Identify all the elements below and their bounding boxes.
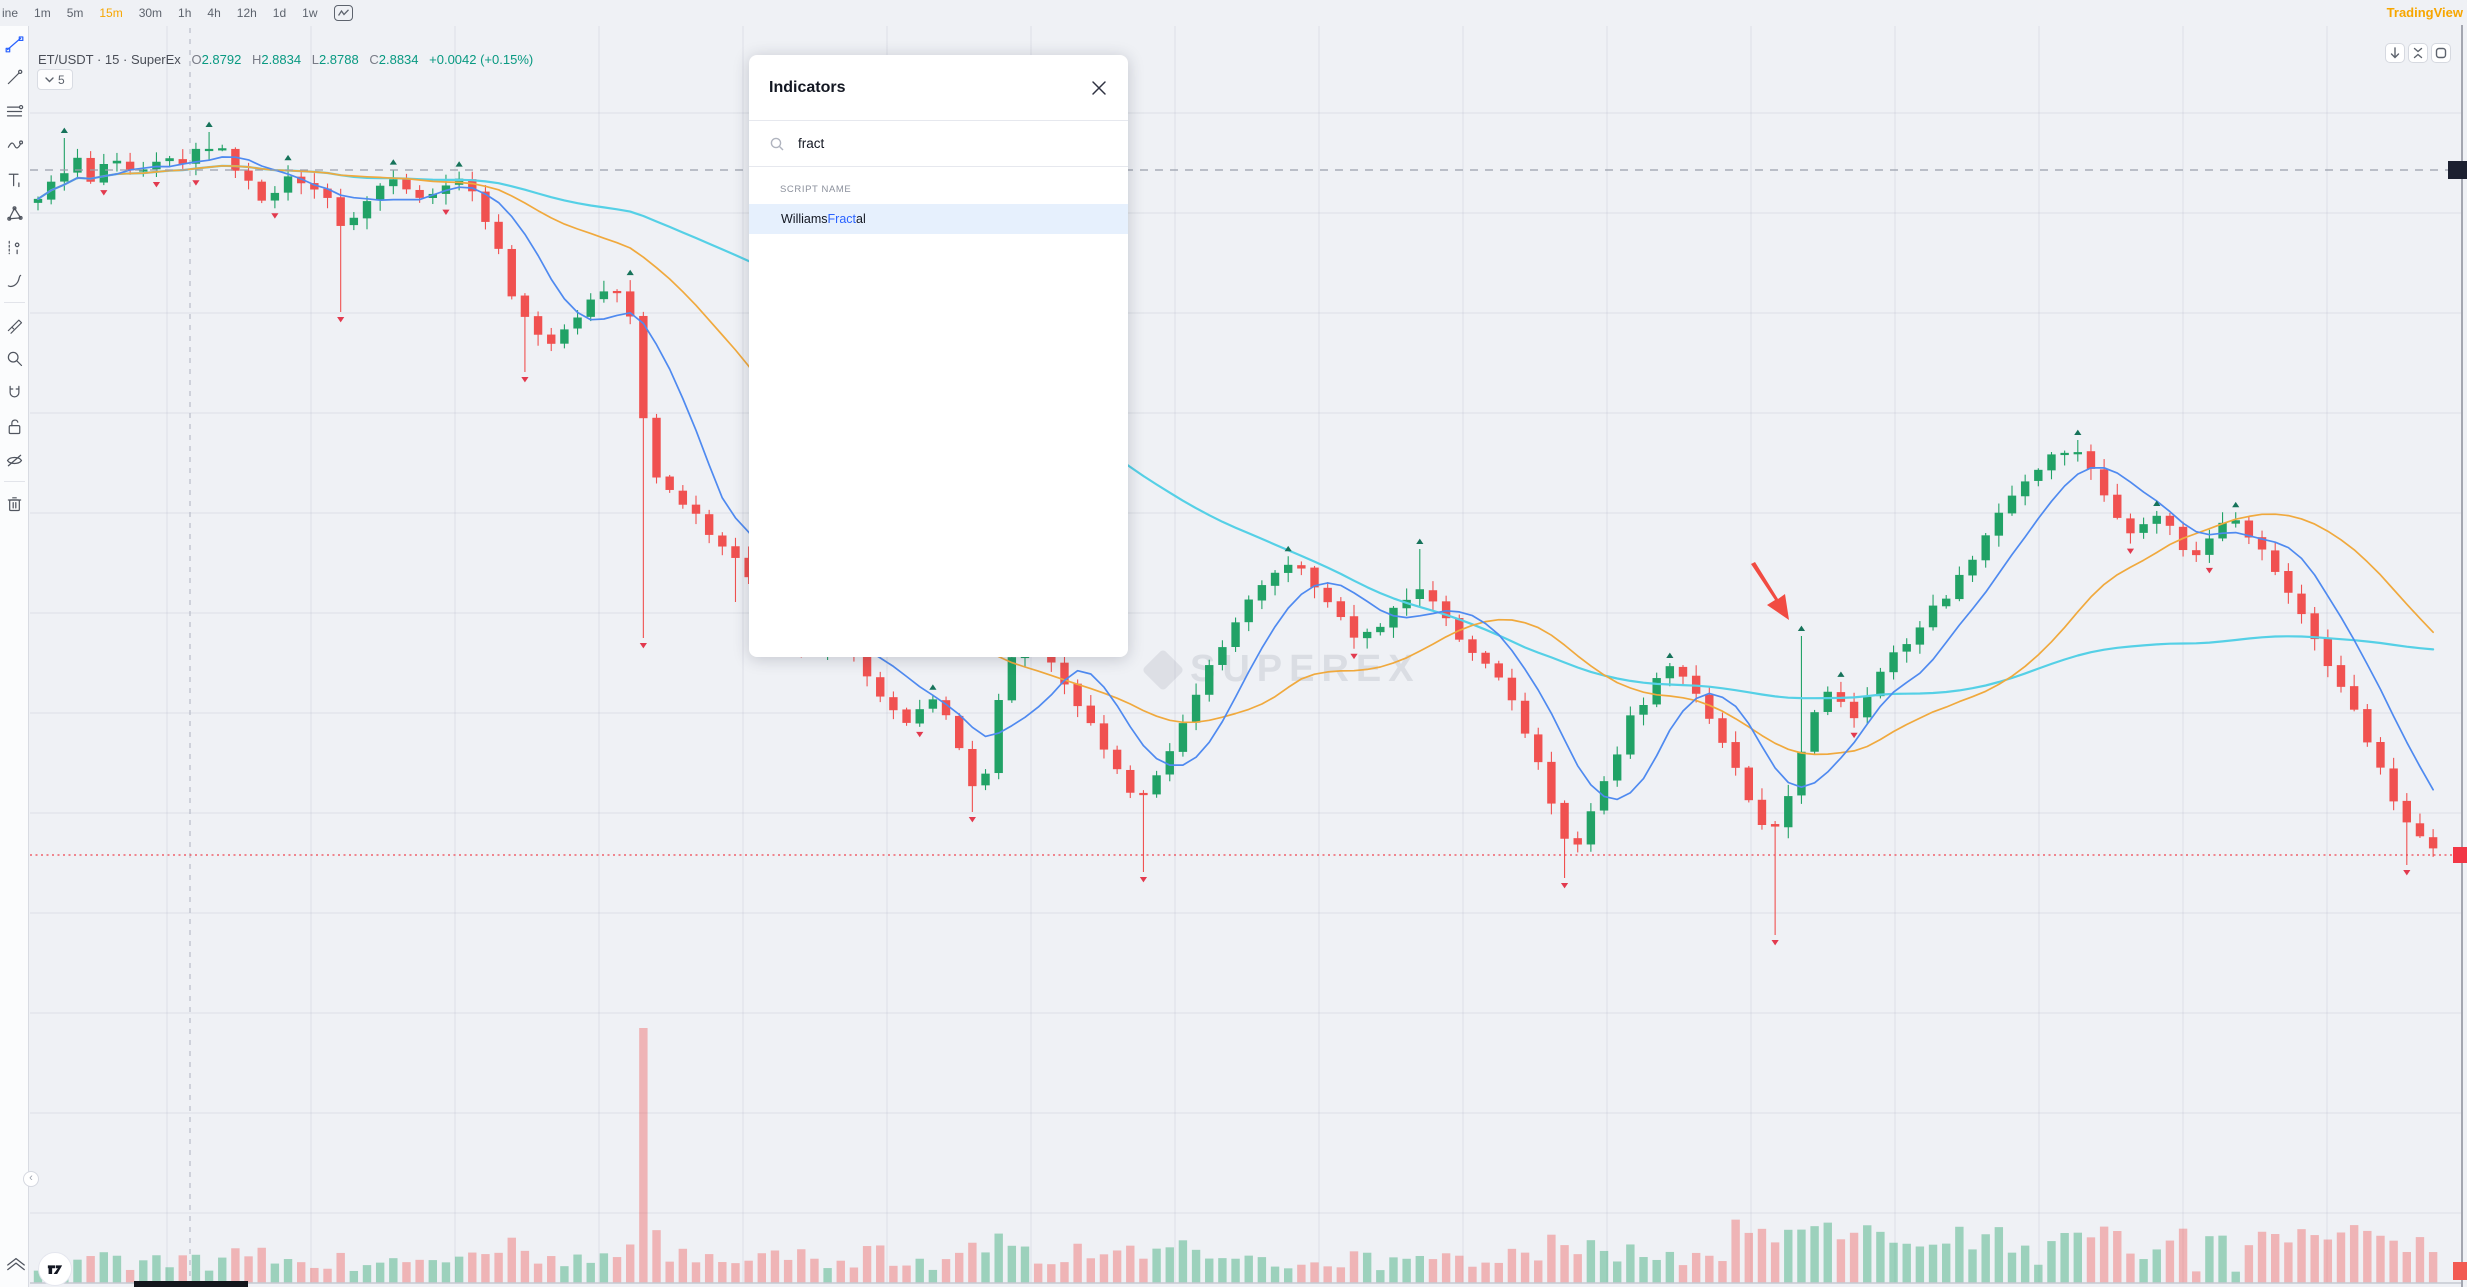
- crosshair-tool[interactable]: [0, 26, 29, 60]
- toolbar-separator: [3, 481, 25, 482]
- timeframe-1h[interactable]: 1h: [178, 6, 192, 20]
- tradingview-link[interactable]: TradingView: [2386, 5, 2463, 20]
- eye-off-tool[interactable]: [0, 443, 29, 477]
- chevron-down-icon: [45, 76, 54, 82]
- text-tool[interactable]: [0, 162, 29, 196]
- bottom-black-bar: [134, 1281, 248, 1287]
- fullscreen-icon: [2435, 47, 2447, 59]
- symbol-title: ET/USDT · 15 · SuperEx: [38, 52, 181, 67]
- high-value: 2.8834: [261, 52, 302, 67]
- chart-snapshot-icon[interactable]: [333, 5, 353, 21]
- tradingview-logo[interactable]: [38, 1252, 72, 1286]
- collapse-chart-button[interactable]: [2408, 43, 2428, 63]
- fullscreen-button[interactable]: [2431, 43, 2451, 63]
- last-price-tag: [2453, 847, 2467, 863]
- volume-value-tag: [2453, 1262, 2467, 1280]
- zoom-icon: [7, 351, 23, 366]
- open-value: 2.8792: [201, 52, 242, 67]
- result-highlight: Fract: [827, 212, 857, 226]
- low-label: L: [311, 52, 319, 67]
- crosshair-icon: [5, 35, 24, 52]
- watermark-text: SUPEREX: [1190, 648, 1421, 690]
- forecast-icon: [8, 240, 20, 254]
- symbol-legend: ET/USDT · 15 · SuperEx O2.8792 H2.8834 L…: [38, 52, 533, 67]
- dialog-title: Indicators: [769, 78, 846, 96]
- timeframe-1d[interactable]: 1d: [272, 6, 287, 20]
- collapse-icon: [2413, 47, 2423, 59]
- dialog-header: Indicators: [749, 55, 1128, 121]
- timeframe-4h[interactable]: 4h: [207, 6, 221, 20]
- timeframe-5m[interactable]: 5m: [66, 6, 84, 20]
- wave-pattern-tool[interactable]: [0, 128, 29, 162]
- toolbar-separator: [3, 302, 25, 303]
- scroll-to-recent-button[interactable]: [2385, 43, 2405, 63]
- fib-retracement-icon: [6, 104, 24, 116]
- timeframe-1w[interactable]: 1w: [302, 6, 318, 20]
- trend-line-icon: [7, 69, 23, 84]
- exchange-watermark: SUPEREX: [1141, 648, 1421, 691]
- brush-tool[interactable]: [0, 264, 29, 298]
- xabcd-pattern-tool[interactable]: [0, 196, 29, 230]
- lock-icon: [8, 418, 21, 434]
- trash-tool[interactable]: [0, 486, 29, 520]
- timeframe-30m[interactable]: 30m: [138, 6, 163, 20]
- eye-off-icon: [6, 454, 23, 466]
- timeframe-12h[interactable]: 12h: [236, 6, 257, 20]
- timeframe-toolbar: ine 1m 5m 15m 30m 1h 4h 12h 1d 1w: [2, 3, 353, 23]
- timeframe-ine[interactable]: ine: [2, 6, 19, 20]
- brush-icon: [7, 274, 22, 287]
- indicator-search-input[interactable]: [798, 136, 1108, 151]
- trend-line-tool[interactable]: [0, 60, 29, 94]
- tv-logo-icon: [47, 1265, 63, 1274]
- zoom-tool[interactable]: [0, 341, 29, 375]
- search-row: [749, 121, 1128, 167]
- result-prefix: Williams: [781, 212, 828, 226]
- forecast-tool[interactable]: [0, 230, 29, 264]
- timeframe-15m[interactable]: 15m: [99, 6, 123, 20]
- price-axis-scrollbar[interactable]: [2461, 25, 2463, 1287]
- high-label: H: [251, 52, 262, 67]
- low-value: 2.8788: [318, 52, 359, 67]
- timeframe-1m[interactable]: 1m: [34, 6, 51, 20]
- lock-tool[interactable]: [0, 409, 29, 443]
- chart-action-buttons: [2385, 43, 2451, 63]
- down-arrow-icon: [2390, 47, 2400, 59]
- text-icon: [8, 173, 20, 187]
- xabcd-pattern-icon: [7, 205, 23, 221]
- close-value: 2.8834: [378, 52, 419, 67]
- indicator-result-williams-fractal[interactable]: Williams Fract al: [749, 204, 1128, 234]
- close-label: C: [369, 52, 379, 67]
- arrow-annotation: [1751, 562, 1789, 620]
- wave-pattern-icon: [7, 139, 24, 149]
- magnet-tool[interactable]: [0, 375, 29, 409]
- ma-settings-button[interactable]: 5: [37, 69, 73, 90]
- drawing-toolbar: [0, 26, 29, 1287]
- close-icon[interactable]: [1090, 79, 1108, 97]
- magnet-icon: [9, 385, 20, 397]
- ma-period-value: 5: [58, 72, 65, 87]
- measure-icon: [7, 319, 23, 334]
- countdown-price-tag: [2448, 161, 2467, 179]
- result-suffix: al: [856, 212, 866, 226]
- toolbar-collapse-button[interactable]: ‹: [23, 1171, 39, 1187]
- script-name-header: SCRIPT NAME: [780, 184, 852, 195]
- object-tree-icon[interactable]: [1, 1248, 30, 1282]
- open-label: O: [191, 52, 202, 67]
- trash-icon: [7, 496, 22, 511]
- fib-retracement-tool[interactable]: [0, 94, 29, 128]
- search-icon: [770, 137, 784, 150]
- change-value: +0.0042 (+0.15%): [429, 52, 534, 67]
- measure-tool[interactable]: [0, 307, 29, 341]
